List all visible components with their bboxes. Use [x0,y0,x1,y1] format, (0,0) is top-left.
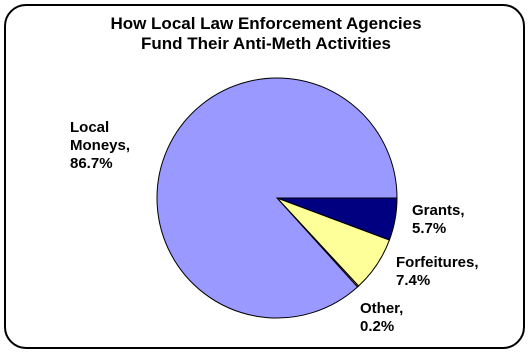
pie-slice-local [156,77,398,319]
label-grants-line-1: Grants, [412,202,465,219]
label-other-line-2: 0.2% [360,318,395,335]
label-other: Other, 0.2% [360,300,403,336]
label-local-moneys-line-2: Moneys, [70,137,131,154]
label-local-moneys: Local Moneys, 86.7% [70,119,130,173]
label-forfeitures-line-2: 7.4% [396,272,431,289]
label-grants-line-2: 5.7% [412,220,447,237]
label-local-moneys-line-3: 86.7% [70,155,113,172]
label-forfeitures-line-1: Forfeitures, [396,254,479,271]
label-forfeitures: Forfeitures, 7.4% [396,254,479,290]
label-other-line-1: Other, [360,300,404,317]
chart-title: How Local Law Enforcement Agencies Fund … [0,14,532,54]
label-local-moneys-line-1: Local [70,119,110,136]
chart-title-line-2: Fund Their Anti-Meth Activities [141,34,391,53]
label-grants: Grants, 5.7% [412,202,465,238]
chart-title-line-1: How Local Law Enforcement Agencies [110,14,422,33]
